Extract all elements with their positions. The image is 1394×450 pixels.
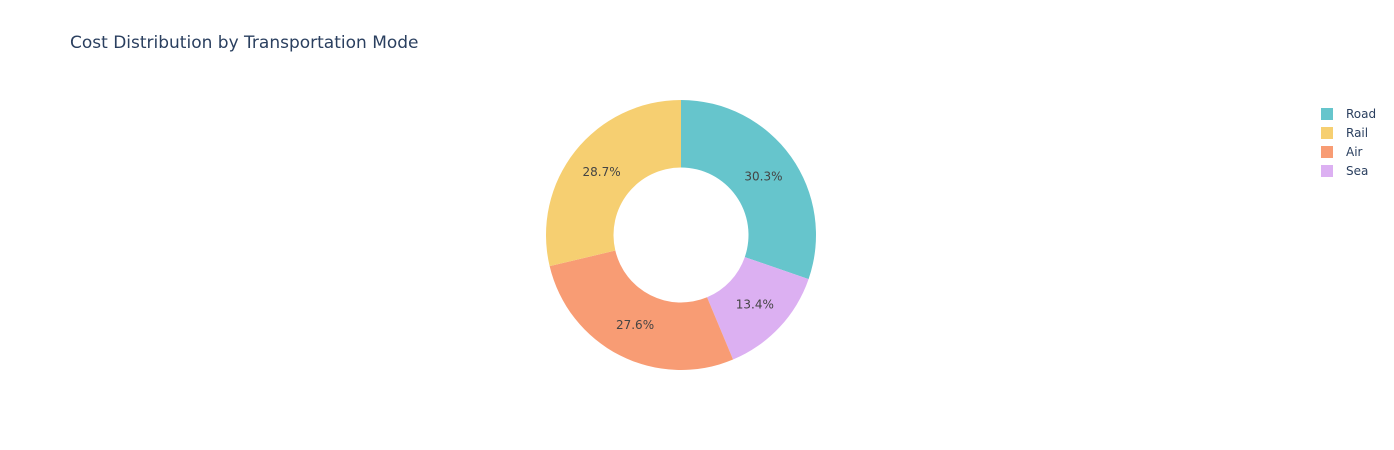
legend-label-air: Air: [1346, 145, 1363, 159]
donut-slices: [546, 100, 816, 370]
legend-item-sea[interactable]: Sea: [1321, 164, 1368, 178]
legend-item-road[interactable]: Road: [1321, 107, 1376, 121]
slice-air[interactable]: [549, 250, 734, 370]
slice-label-road: 30.3%: [744, 169, 782, 183]
slice-labels: 30.3% 13.4% 27.6% 28.7%: [583, 165, 783, 332]
slice-label-sea: 13.4%: [736, 297, 774, 311]
slice-label-air: 27.6%: [616, 318, 654, 332]
legend-swatch-sea: [1321, 165, 1333, 177]
legend-label-rail: Rail: [1346, 126, 1368, 140]
slice-road[interactable]: [681, 100, 816, 280]
legend-item-air[interactable]: Air: [1321, 145, 1363, 159]
legend: Road Rail Air Sea: [1321, 107, 1376, 178]
legend-label-road: Road: [1346, 107, 1376, 121]
slice-rail[interactable]: [546, 100, 681, 267]
legend-item-rail[interactable]: Rail: [1321, 126, 1368, 140]
slice-sea[interactable]: [707, 257, 809, 360]
legend-swatch-air: [1321, 146, 1333, 158]
legend-swatch-road: [1321, 108, 1333, 120]
legend-label-sea: Sea: [1346, 164, 1368, 178]
legend-swatch-rail: [1321, 127, 1333, 139]
slice-label-rail: 28.7%: [583, 165, 621, 179]
chart-title: Cost Distribution by Transportation Mode: [70, 33, 419, 53]
